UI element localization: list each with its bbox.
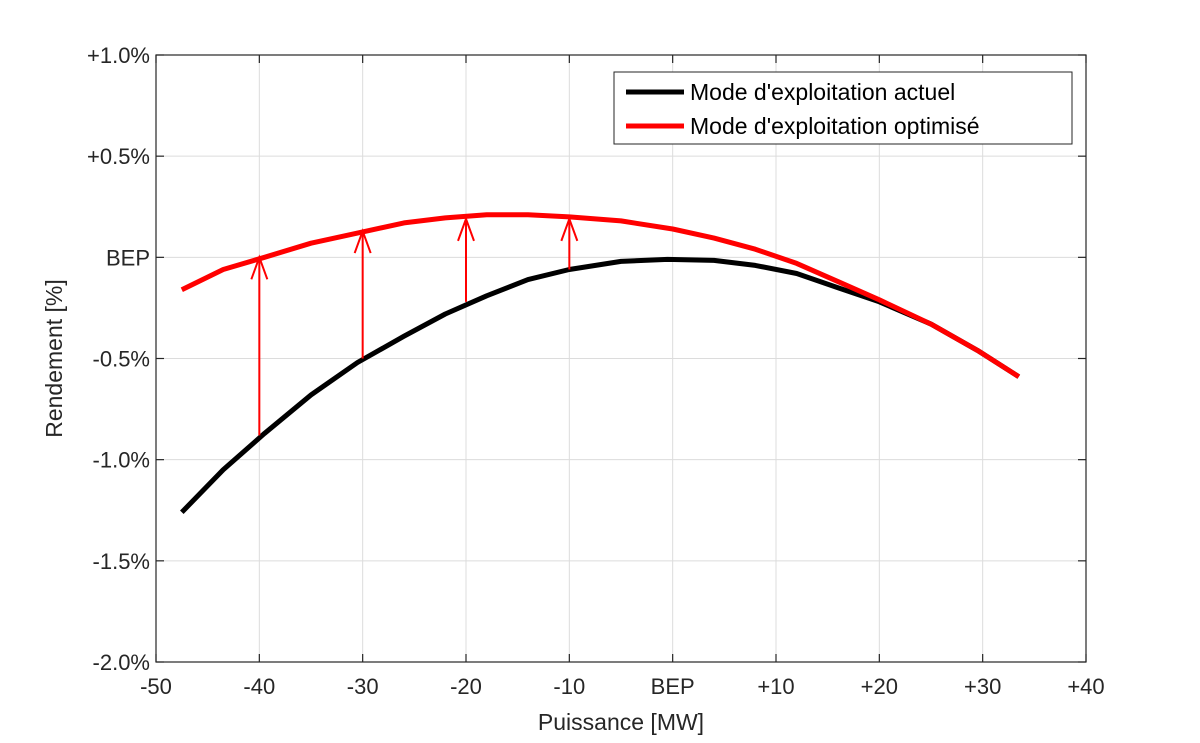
improvement-arrow <box>353 228 372 359</box>
improvement-arrows <box>250 215 579 436</box>
x-tick-label: -40 <box>243 674 275 699</box>
x-tick-label: -10 <box>553 674 585 699</box>
y-tick-label: -1.5% <box>93 549 150 574</box>
series-line-0 <box>180 256 1021 515</box>
legend-box <box>613 71 1073 145</box>
y-tick-label: -2.0% <box>93 650 150 675</box>
x-tick-label: +20 <box>861 674 898 699</box>
x-tick-label: BEP <box>651 674 695 699</box>
legend: Mode d'exploitation actuel Mode d'exploi… <box>613 71 1073 145</box>
y-tick-label: -1.0% <box>93 448 150 473</box>
y-tick-label: -0.5% <box>93 347 150 372</box>
improvement-arrow <box>560 215 579 270</box>
improvement-arrow <box>457 215 475 302</box>
legend-label-optimise: Mode d'exploitation optimisé <box>690 113 980 139</box>
x-tick-label: +40 <box>1067 674 1104 699</box>
x-tick-label: -30 <box>347 674 379 699</box>
x-axis-title: Puissance [MW] <box>538 709 704 735</box>
grid <box>155 54 1087 663</box>
y-tick-label: +0.5% <box>87 144 150 169</box>
x-tick-label: +30 <box>964 674 1001 699</box>
x-tick-label: +10 <box>757 674 794 699</box>
y-tick-label: +1.0% <box>87 43 150 68</box>
series-line-1 <box>180 212 1021 379</box>
arrow-head <box>457 215 475 242</box>
legend-label-actuel: Mode d'exploitation actuel <box>690 79 955 105</box>
arrow-head <box>560 215 579 242</box>
arrow-head <box>250 254 269 280</box>
y-tick-label: BEP <box>106 245 150 270</box>
x-tick-label: -50 <box>140 674 172 699</box>
x-tick-label: -20 <box>450 674 482 699</box>
series-lines <box>180 212 1021 515</box>
improvement-arrow <box>250 254 269 436</box>
y-axis-title: Rendement [%] <box>41 279 67 438</box>
axis-ticks: -50 -40 -30 -20 -10 BEP +10 +20 +30 +40 +1.0% +0.5%… <box>87 43 1105 699</box>
arrow-head <box>353 228 372 254</box>
